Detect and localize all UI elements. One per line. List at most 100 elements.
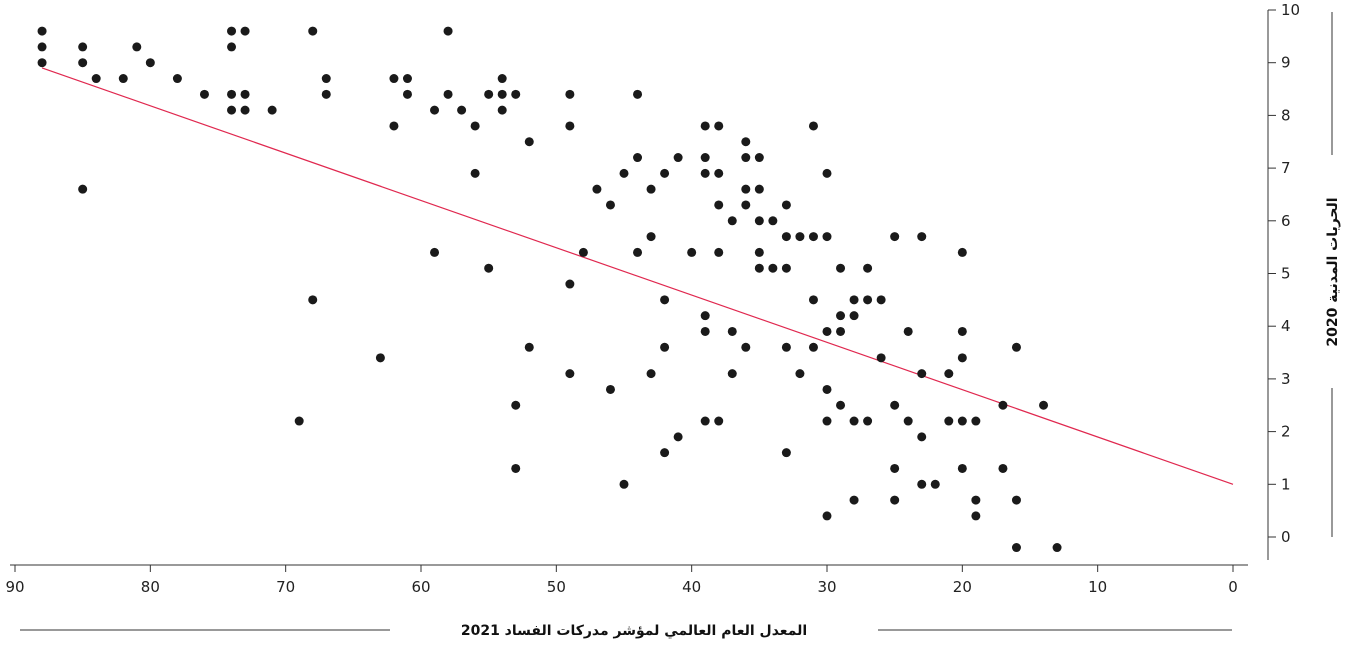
data-point [917, 479, 927, 489]
y-axis-ticks: 0 1 2 3 4 5 6 7 8 9 10 [1268, 1, 1300, 546]
data-point [227, 26, 237, 36]
data-point [957, 326, 967, 336]
data-point [308, 26, 318, 36]
x-tick-label: 40 [682, 578, 701, 596]
data-point [565, 369, 575, 379]
data-point [700, 326, 710, 336]
data-point [795, 232, 805, 242]
data-point [944, 416, 954, 426]
data-point [754, 263, 764, 273]
data-point [957, 353, 967, 363]
data-point [808, 232, 818, 242]
data-point [890, 463, 900, 473]
data-point [822, 326, 832, 336]
data-point [836, 311, 846, 321]
data-point [240, 26, 250, 36]
data-point [37, 26, 47, 36]
data-point [565, 89, 575, 99]
data-point [849, 311, 859, 321]
data-point [227, 89, 237, 99]
x-axis-ticks: 90 80 70 60 50 40 30 20 10 0 [5, 565, 1238, 596]
data-point [321, 74, 331, 84]
data-point [687, 247, 697, 257]
data-point [673, 153, 683, 163]
y-tick-label: 2 [1281, 423, 1291, 441]
data-point [781, 263, 791, 273]
data-point [619, 479, 629, 489]
data-point [849, 416, 859, 426]
data-point [619, 168, 629, 178]
data-point [700, 311, 710, 321]
data-point [660, 295, 670, 305]
data-point [944, 369, 954, 379]
y-tick-label: 9 [1281, 54, 1291, 72]
data-point [145, 58, 155, 68]
data-point [822, 384, 832, 394]
data-point [700, 416, 710, 426]
data-points [37, 26, 1062, 553]
data-point [430, 105, 440, 115]
data-point [308, 295, 318, 305]
data-point [998, 400, 1008, 410]
x-tick-label: 50 [547, 578, 566, 596]
data-point [876, 353, 886, 363]
x-tick-label: 0 [1228, 578, 1238, 596]
data-point [781, 232, 791, 242]
data-point [91, 74, 101, 84]
data-point [389, 74, 399, 84]
data-point [808, 121, 818, 131]
data-point [822, 416, 832, 426]
data-point [836, 326, 846, 336]
data-point [741, 200, 751, 210]
data-point [971, 416, 981, 426]
data-point [903, 416, 913, 426]
data-point [741, 342, 751, 352]
data-point [430, 247, 440, 257]
y-tick-label: 1 [1281, 475, 1291, 493]
data-point [863, 263, 873, 273]
data-point [741, 137, 751, 147]
data-point [605, 200, 615, 210]
data-point [836, 263, 846, 273]
data-point [808, 342, 818, 352]
data-point [660, 342, 670, 352]
data-point [822, 168, 832, 178]
data-point [1039, 400, 1049, 410]
data-point [781, 200, 791, 210]
y-tick-label: 4 [1281, 317, 1291, 335]
data-point [714, 200, 724, 210]
data-point [660, 448, 670, 458]
data-point [903, 326, 913, 336]
data-point [714, 416, 724, 426]
data-point [132, 42, 142, 52]
data-point [578, 247, 588, 257]
data-point [890, 495, 900, 505]
data-point [768, 216, 778, 226]
data-point [795, 369, 805, 379]
data-point [890, 400, 900, 410]
data-point [524, 342, 534, 352]
data-point [1011, 495, 1021, 505]
data-point [727, 326, 737, 336]
data-point [917, 369, 927, 379]
data-point [971, 511, 981, 521]
x-axis-title: المعدل العام العالمي لمؤشر مدركات الفساد… [461, 623, 807, 639]
data-point [172, 74, 182, 84]
data-point [633, 247, 643, 257]
data-point [863, 295, 873, 305]
data-point [781, 448, 791, 458]
data-point [267, 105, 277, 115]
x-tick-label: 30 [817, 578, 836, 596]
data-point [890, 232, 900, 242]
data-point [808, 295, 818, 305]
data-point [497, 74, 507, 84]
data-point [1011, 543, 1021, 553]
y-tick-label: 5 [1281, 265, 1291, 283]
data-point [497, 105, 507, 115]
y-tick-label: 6 [1281, 212, 1291, 230]
data-point [849, 495, 859, 505]
data-point [78, 184, 88, 194]
data-point [457, 105, 467, 115]
data-point [633, 153, 643, 163]
